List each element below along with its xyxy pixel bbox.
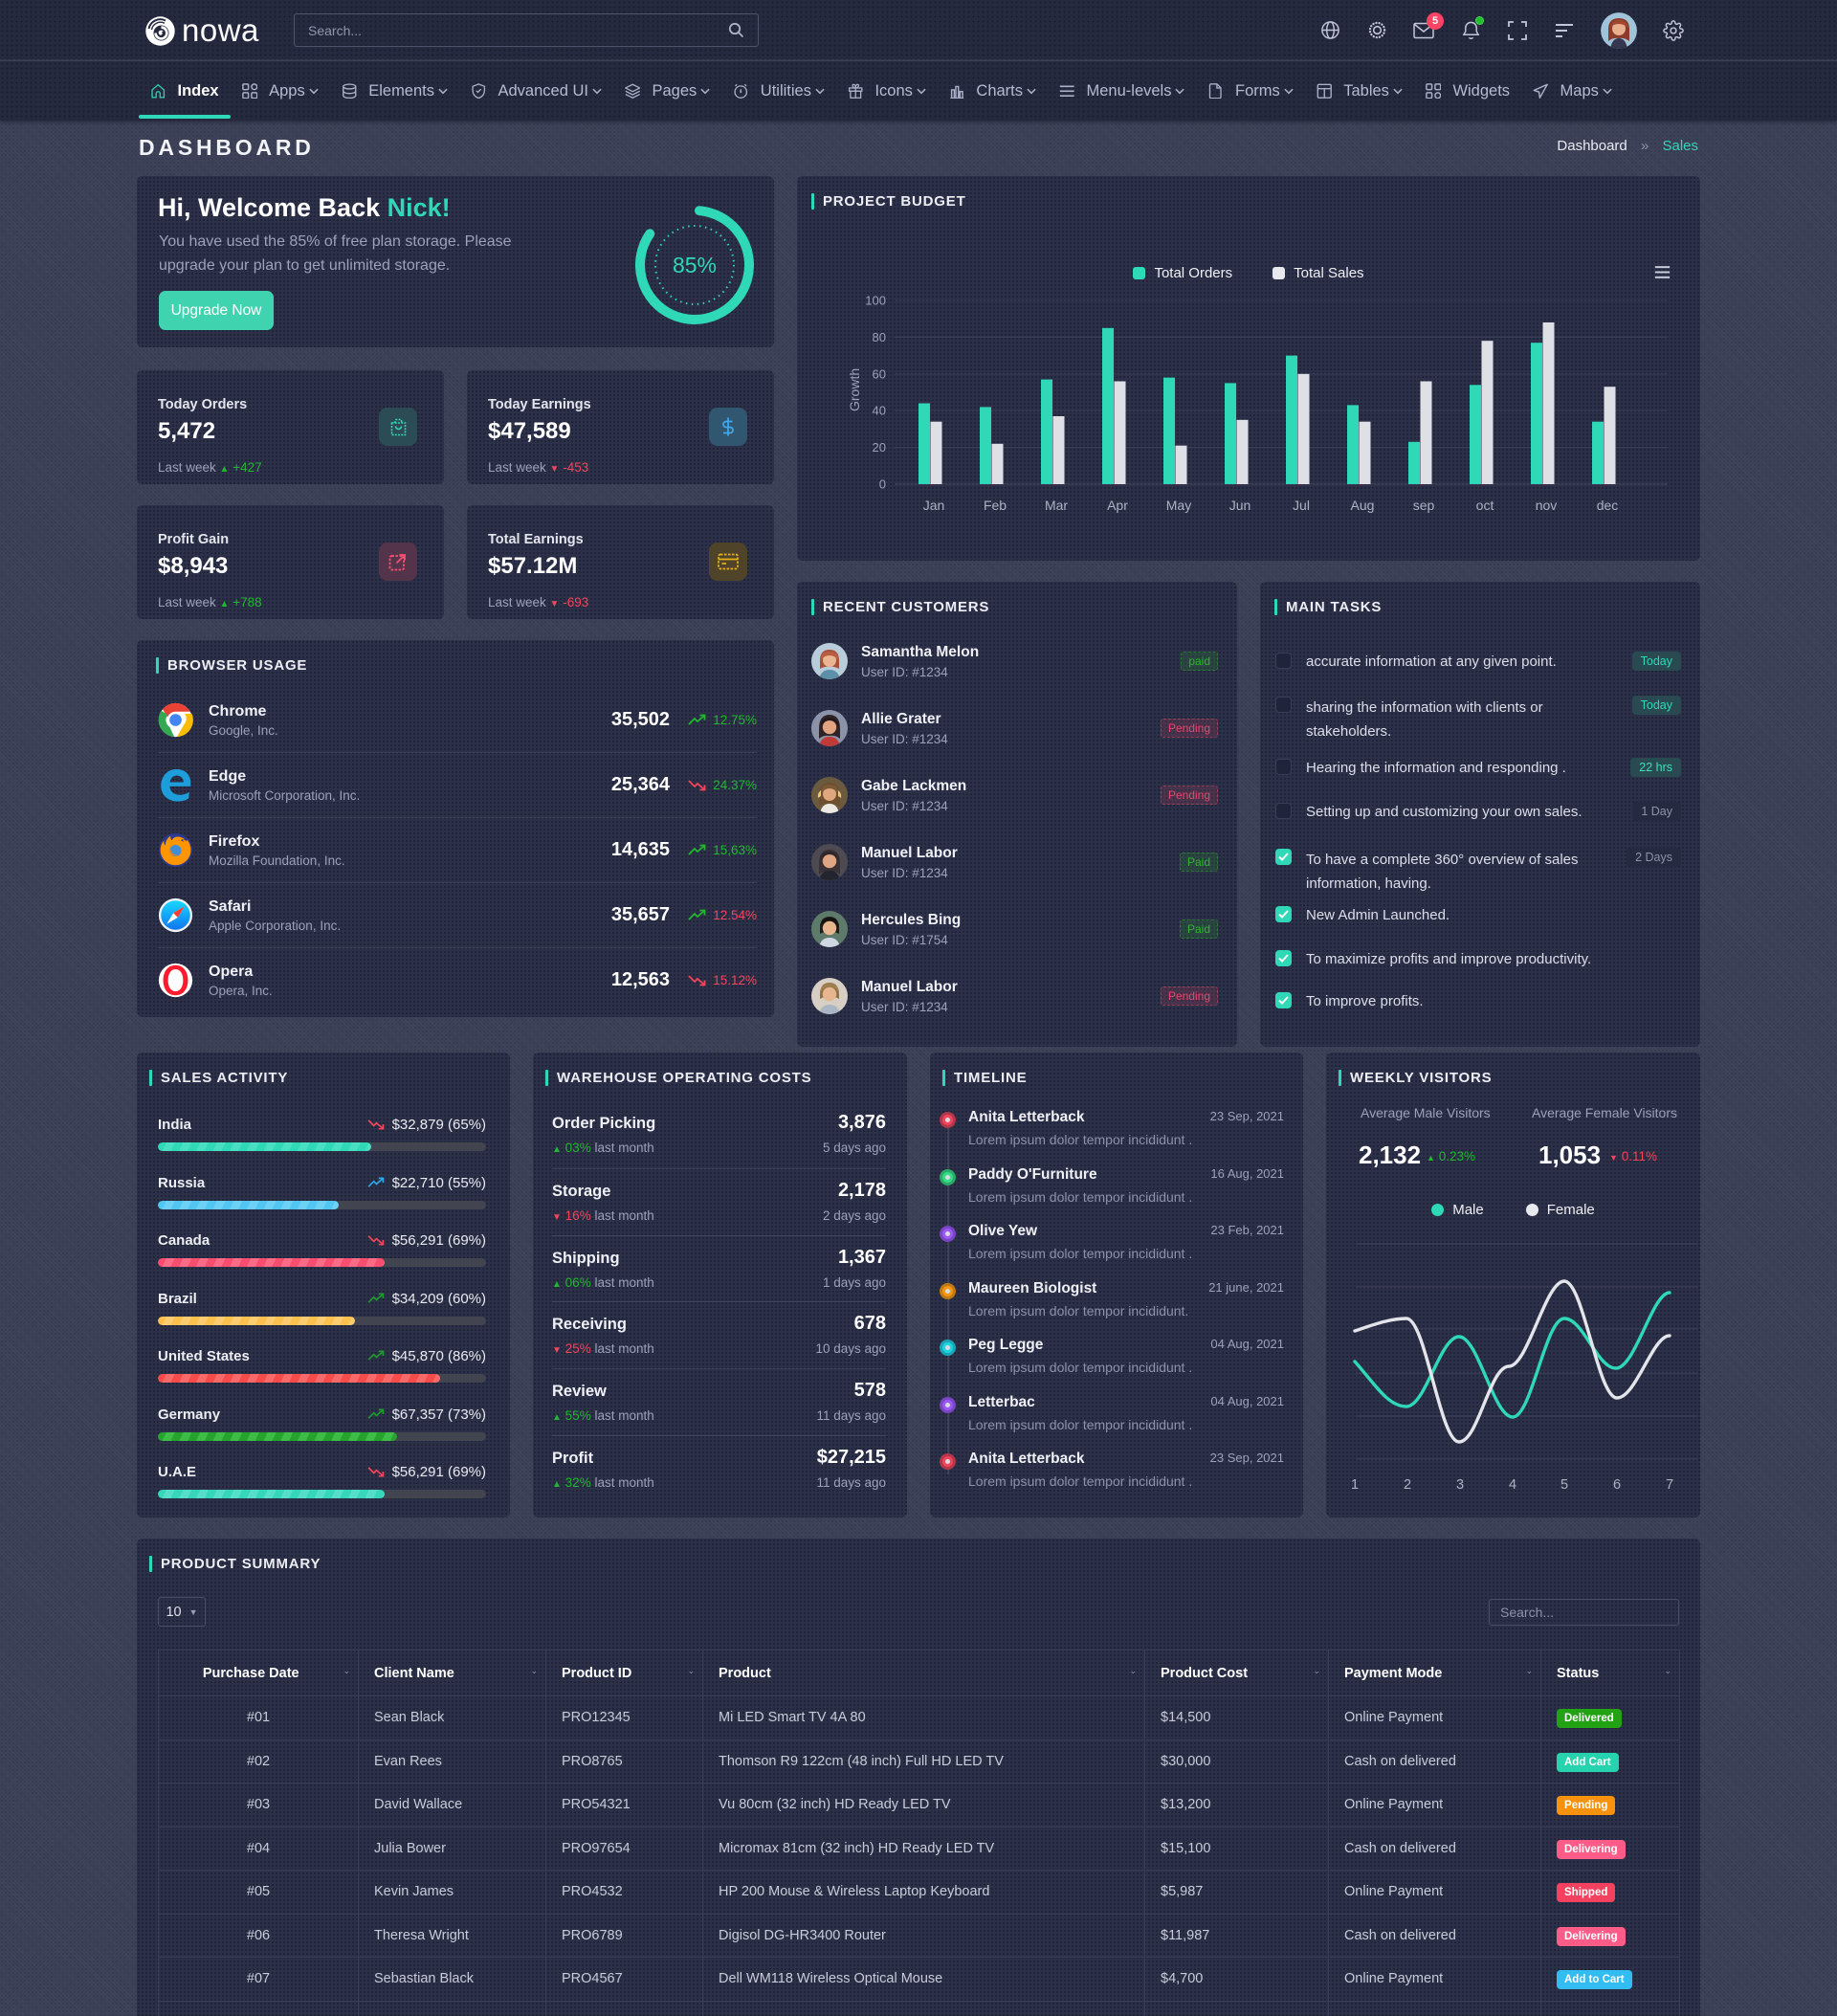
svg-text:100: 100: [865, 294, 886, 308]
svg-text:3: 3: [1456, 1477, 1464, 1493]
svg-text:85%: 85%: [673, 253, 717, 277]
svg-text:60: 60: [873, 366, 886, 381]
svg-text:Jun: Jun: [1229, 498, 1251, 513]
svg-text:2: 2: [1404, 1477, 1411, 1493]
svg-text:May: May: [1166, 498, 1191, 513]
svg-text:Jan: Jan: [923, 498, 945, 513]
svg-text:7: 7: [1666, 1477, 1673, 1493]
svg-text:Aug: Aug: [1351, 498, 1375, 513]
svg-text:80: 80: [873, 330, 886, 344]
svg-text:Feb: Feb: [984, 498, 1007, 513]
svg-text:4: 4: [1509, 1477, 1516, 1493]
svg-text:6: 6: [1613, 1477, 1621, 1493]
svg-text:oct: oct: [1476, 498, 1494, 513]
svg-text:1: 1: [1351, 1477, 1359, 1493]
svg-text:dec: dec: [1597, 498, 1619, 513]
svg-text:Apr: Apr: [1107, 498, 1128, 513]
svg-text:Jul: Jul: [1293, 498, 1310, 513]
svg-text:20: 20: [873, 440, 886, 454]
svg-text:5: 5: [1560, 1477, 1568, 1493]
svg-text:Mar: Mar: [1045, 498, 1068, 513]
svg-text:sep: sep: [1413, 498, 1435, 513]
svg-text:nov: nov: [1536, 498, 1558, 513]
svg-text:0: 0: [879, 477, 886, 492]
svg-text:40: 40: [873, 404, 886, 418]
